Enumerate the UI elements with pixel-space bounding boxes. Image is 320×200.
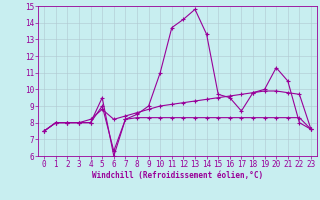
X-axis label: Windchill (Refroidissement éolien,°C): Windchill (Refroidissement éolien,°C) — [92, 171, 263, 180]
